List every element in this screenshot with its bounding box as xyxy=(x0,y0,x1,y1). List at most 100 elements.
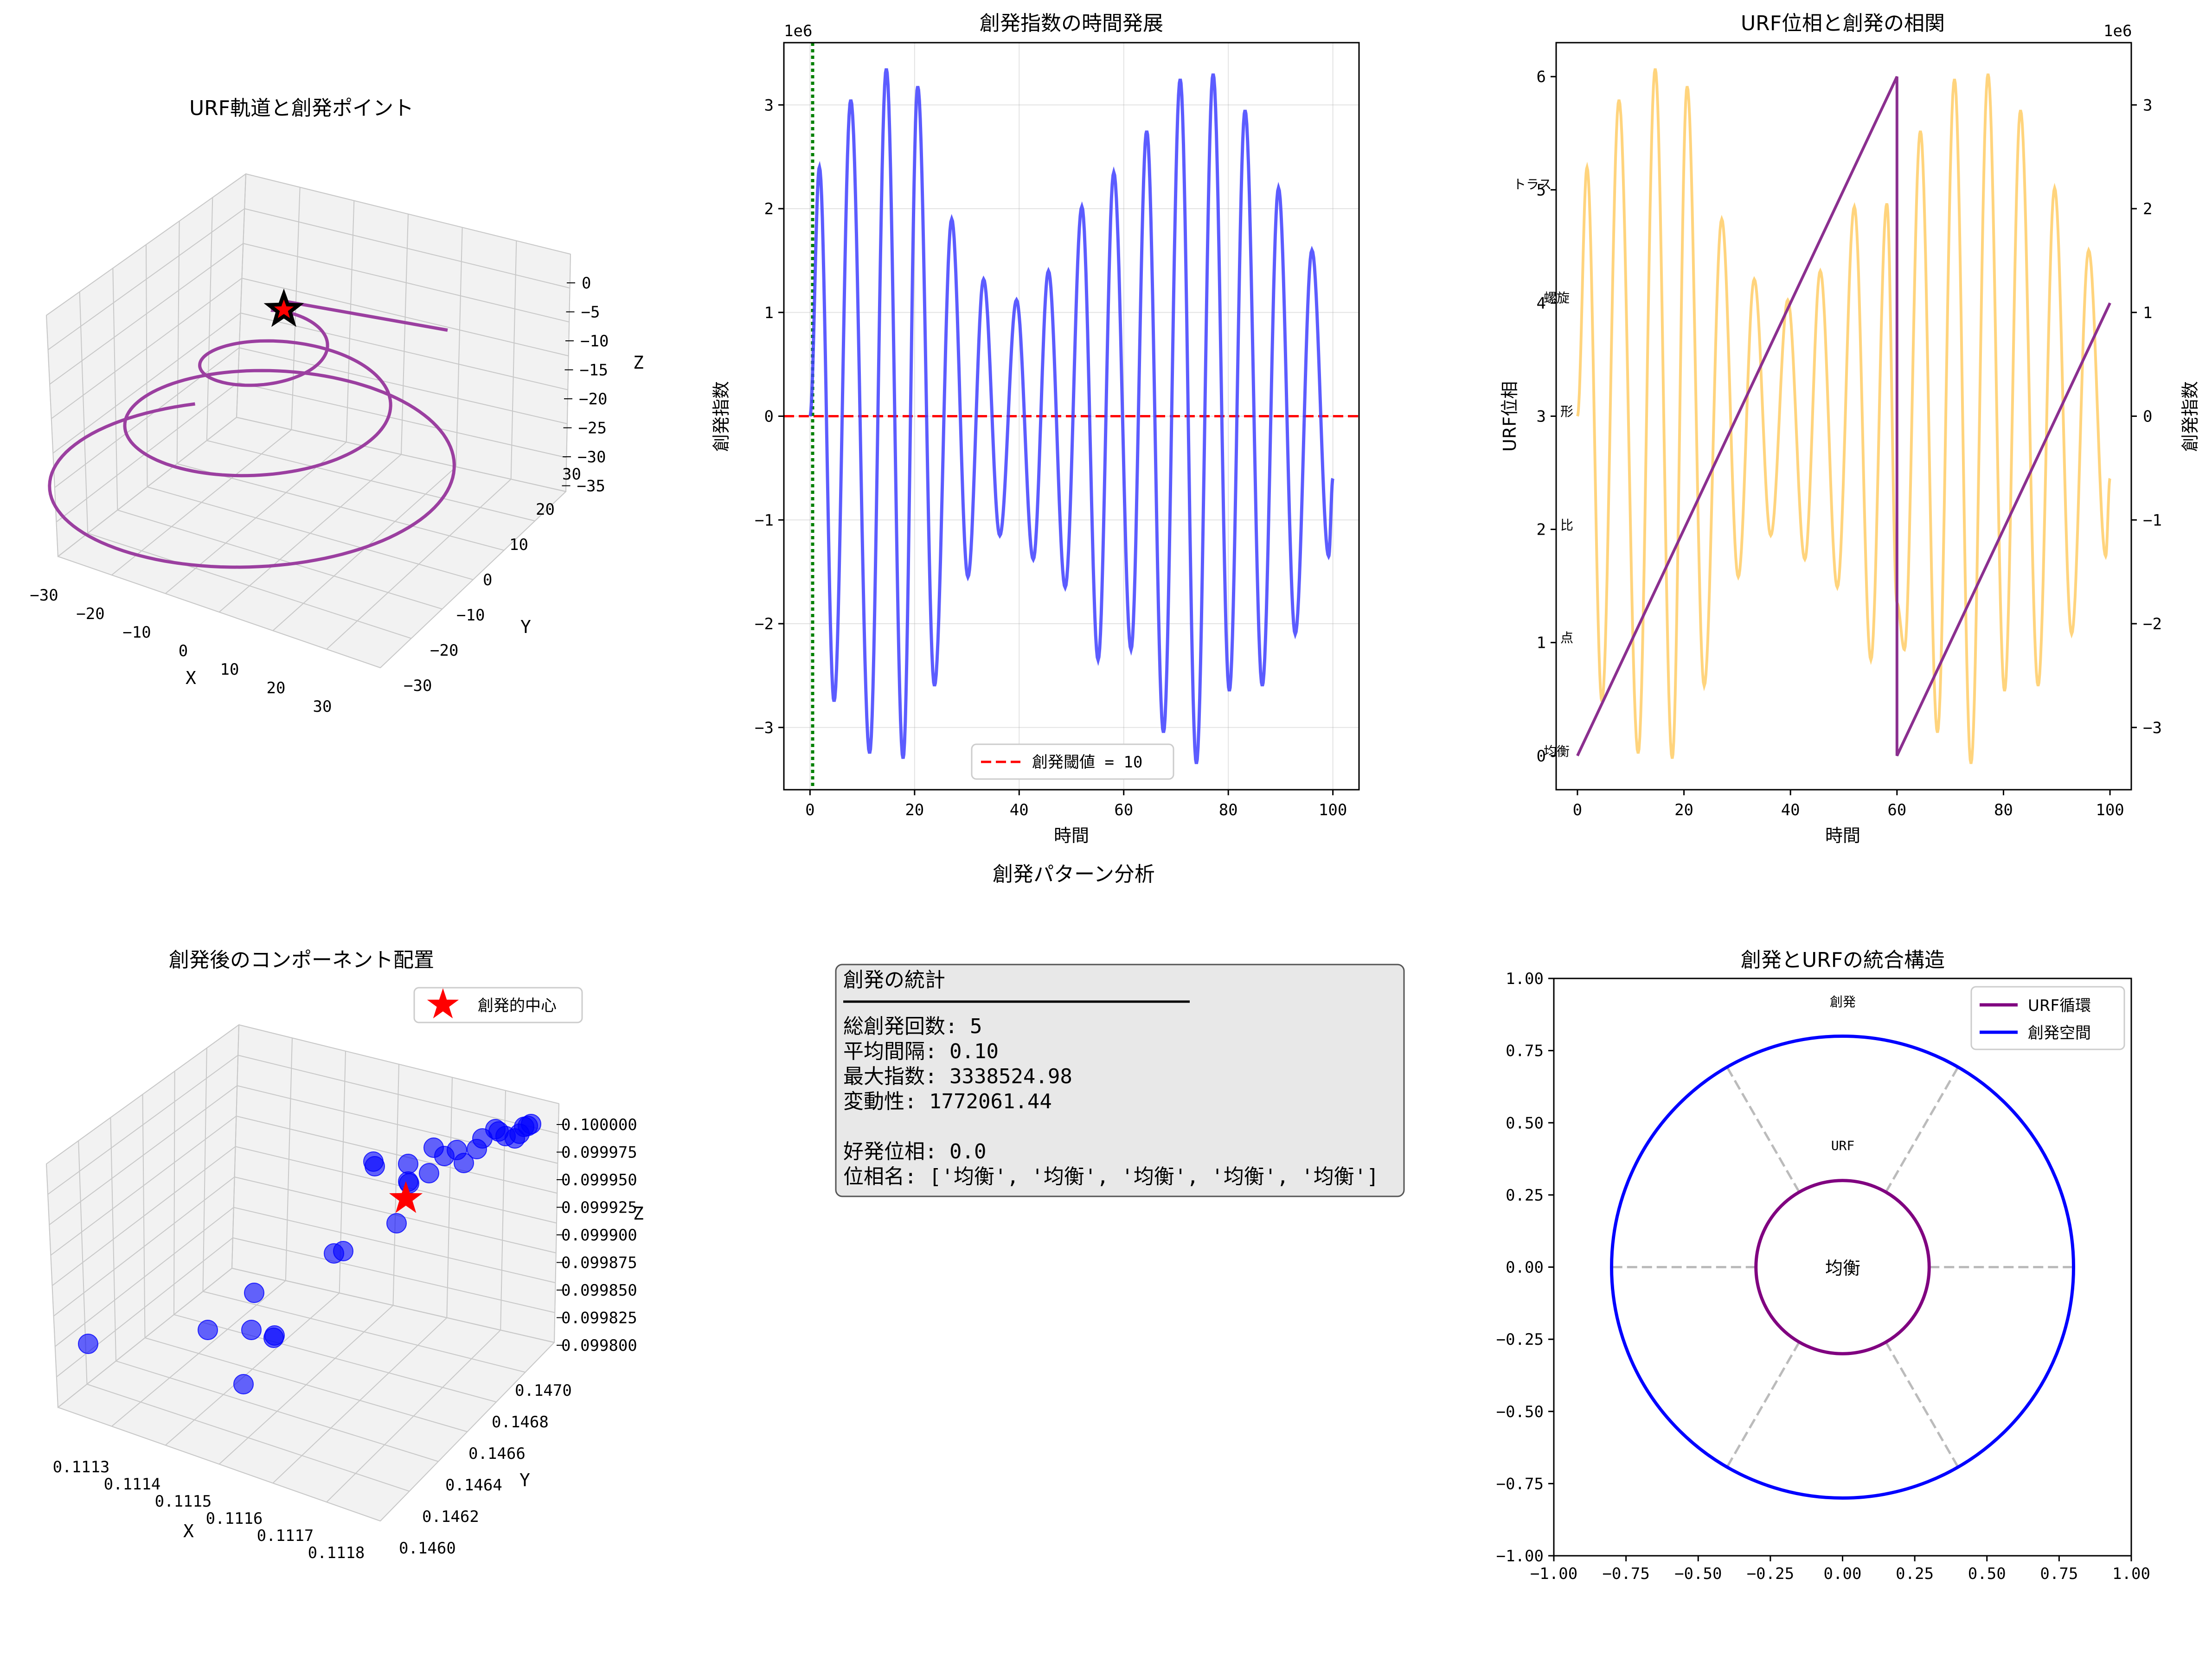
component-point xyxy=(398,1154,418,1174)
integ-spokes xyxy=(1611,1066,2074,1468)
traj3d-floor-grid xyxy=(326,479,512,650)
comp3d-ytick-label: 0.1468 xyxy=(492,1413,549,1431)
corr-right-yticks: −3 −2 −1 0 1 2 3 xyxy=(2131,96,2162,737)
traj3d-xtick-label: −30 xyxy=(30,586,58,605)
star-icon xyxy=(263,288,304,327)
phase-label-4: 螺旋 xyxy=(1544,290,1570,306)
integ-inner-label: URF xyxy=(1831,1138,1855,1153)
traj3d-xlabel: X xyxy=(186,668,196,688)
traj3d-xticks: −30 −20 −10 0 10 20 30 xyxy=(30,586,332,716)
stats-line-2: 最大指数: 3338524.98 xyxy=(843,1065,1072,1088)
integ-xtick-label: 1.00 xyxy=(2112,1565,2150,1583)
integ-ytick-label: −0.25 xyxy=(1496,1330,1544,1349)
spoke-line xyxy=(1885,1341,1959,1468)
comp3d-floor-grid xyxy=(326,1329,501,1502)
component-point xyxy=(263,1328,284,1348)
time-title: 創発指数の時間発展 xyxy=(980,12,1163,35)
time-ylabel: 創発指数 xyxy=(711,381,731,452)
component-point xyxy=(78,1334,98,1354)
traj3d-back-grid xyxy=(565,254,571,492)
comp3d-ytick-label: 0.1466 xyxy=(468,1444,526,1463)
traj3d-xtick-label: −20 xyxy=(76,605,104,623)
comp3d-ztick-label: 0.100000 xyxy=(561,1116,637,1134)
phase-label-0: 均衡 xyxy=(1544,744,1570,759)
traj3d-back-grid xyxy=(401,214,409,455)
comp3d-ylabel: Y xyxy=(519,1470,530,1490)
integ-xtick-label: 0.50 xyxy=(1968,1565,2006,1583)
stats-line-5: 好発位相: 0.0 xyxy=(843,1140,986,1163)
traj3d-back-grid xyxy=(455,227,463,467)
traj3d-ylabel: Y xyxy=(520,617,531,637)
comp3d-xtick-label: 0.1116 xyxy=(206,1509,263,1528)
corr-xtick-label: 20 xyxy=(1674,801,1693,819)
comp3d-xtick-label: 0.1115 xyxy=(155,1492,212,1511)
component-point xyxy=(423,1137,444,1158)
traj3d-left-grid xyxy=(236,173,246,418)
time-xtick-label: 0 xyxy=(805,801,814,819)
comp3d-ztick-label: 0.099975 xyxy=(561,1144,637,1162)
traj3d-zlabel: Z xyxy=(633,352,644,373)
stats-line-3: 変動性: 1772061.44 xyxy=(843,1090,1052,1113)
traj3d-left-grid xyxy=(146,244,148,487)
component-point xyxy=(365,1156,385,1176)
comp3d-left-grid xyxy=(49,1085,237,1226)
comp3d-back-grid xyxy=(233,1207,556,1284)
integ-ytick-label: 1.00 xyxy=(1506,970,1544,988)
traj3d-ztick-label: −20 xyxy=(579,390,607,409)
spoke-line xyxy=(1726,1066,1801,1193)
traj3d-panel: URF軌道と創発ポイント 0 −5 −10 −15 −20 −25 −30 −35 −30 −2… xyxy=(30,96,644,716)
comp3d-ztick-label: 0.099825 xyxy=(561,1309,637,1328)
corr-xtick-label: 0 xyxy=(1573,801,1582,819)
integ-xtick-label: −0.25 xyxy=(1747,1565,1794,1583)
comp3d-ztick-label: 0.099850 xyxy=(561,1281,637,1300)
traj3d-ztick-label: −15 xyxy=(580,361,608,380)
corr-right-ytick-label: −3 xyxy=(2143,719,2162,737)
traj3d-ztick-label: 0 xyxy=(582,274,591,293)
comp3d-legend: 創発的中心 xyxy=(413,987,583,1023)
integ-panel: 創発とURFの統合構造 創発 URF 均衡 −1.00 −0.75 −0.50 −0.… xyxy=(1496,948,2150,1583)
traj3d-ztick-label: −10 xyxy=(580,332,609,351)
comp3d-back-grid xyxy=(231,1268,555,1343)
component-point xyxy=(521,1114,541,1134)
corr-left-ytick-label: 0 xyxy=(1537,747,1546,766)
time-ytick-label: 0 xyxy=(764,408,774,426)
component-point xyxy=(233,1374,254,1394)
corr-left-ytick-label: 5 xyxy=(1537,181,1546,199)
traj3d-ztick-label: −5 xyxy=(581,303,600,322)
time-xtick-label: 100 xyxy=(1319,801,1347,819)
corr-left-ytick-label: 4 xyxy=(1537,294,1546,313)
comp3d-title: 創発後のコンポーネント配置 xyxy=(169,948,434,972)
comp3d-back-grid xyxy=(237,1085,558,1164)
comp3d-ztick-label: 0.099800 xyxy=(561,1336,637,1355)
traj3d-grid xyxy=(46,173,571,668)
time-yticks: −3 −2 −1 0 1 2 3 xyxy=(755,96,784,737)
comp3d-floor-grid xyxy=(380,1342,555,1521)
comp3d-xtick-label: 0.1114 xyxy=(104,1475,161,1494)
integ-xtick-label: 0.75 xyxy=(2040,1565,2078,1583)
corr-panel: URF位相と創発の相関 1e6 均衡 点 比 形 螺旋 トラス 0 20 40 60 8… xyxy=(1500,12,2200,846)
comp3d-xtick-label: 0.1117 xyxy=(257,1527,314,1545)
comp3d-back-grid xyxy=(232,1237,555,1313)
corr-left-ytick-label: 6 xyxy=(1537,68,1546,86)
legend-star-icon xyxy=(427,988,459,1019)
traj3d-yticks: −30 −20 −10 0 10 20 30 xyxy=(404,465,581,695)
comp3d-xtick-label: 0.1113 xyxy=(53,1458,110,1476)
comp3d-back-grid xyxy=(236,1115,558,1194)
analysis-title: 創発パターン分析 xyxy=(993,863,1155,886)
legend-label-space: 創発空間 xyxy=(2028,1024,2091,1042)
integ-xtick-label: −0.50 xyxy=(1674,1565,1722,1583)
comp3d-left-grid xyxy=(53,1176,235,1316)
integ-legend: URF循環 創発空間 xyxy=(1970,986,2125,1050)
comp3d-left-grid xyxy=(55,1207,234,1347)
corr-left-yticks: 0 1 2 3 4 5 6 xyxy=(1537,68,1556,766)
integ-xticks: −1.00 −0.75 −0.50 −0.25 0.00 0.25 0.50 0.75 1.00 xyxy=(1530,1556,2150,1583)
legend-label-threshold: 創発閾値 = 10 xyxy=(1032,753,1142,772)
traj3d-floor-grid xyxy=(380,491,566,668)
time-xtick-label: 20 xyxy=(905,801,924,819)
emergence-space-circle xyxy=(1610,1035,2075,1500)
traj3d-back-grid xyxy=(346,200,355,442)
integ-xtick-label: 0.00 xyxy=(1824,1565,1862,1583)
corr-xtick-label: 60 xyxy=(1887,801,1906,819)
traj3d-title: URF軌道と創発ポイント xyxy=(189,96,414,120)
corr-right-ytick-label: 1 xyxy=(2143,304,2152,322)
